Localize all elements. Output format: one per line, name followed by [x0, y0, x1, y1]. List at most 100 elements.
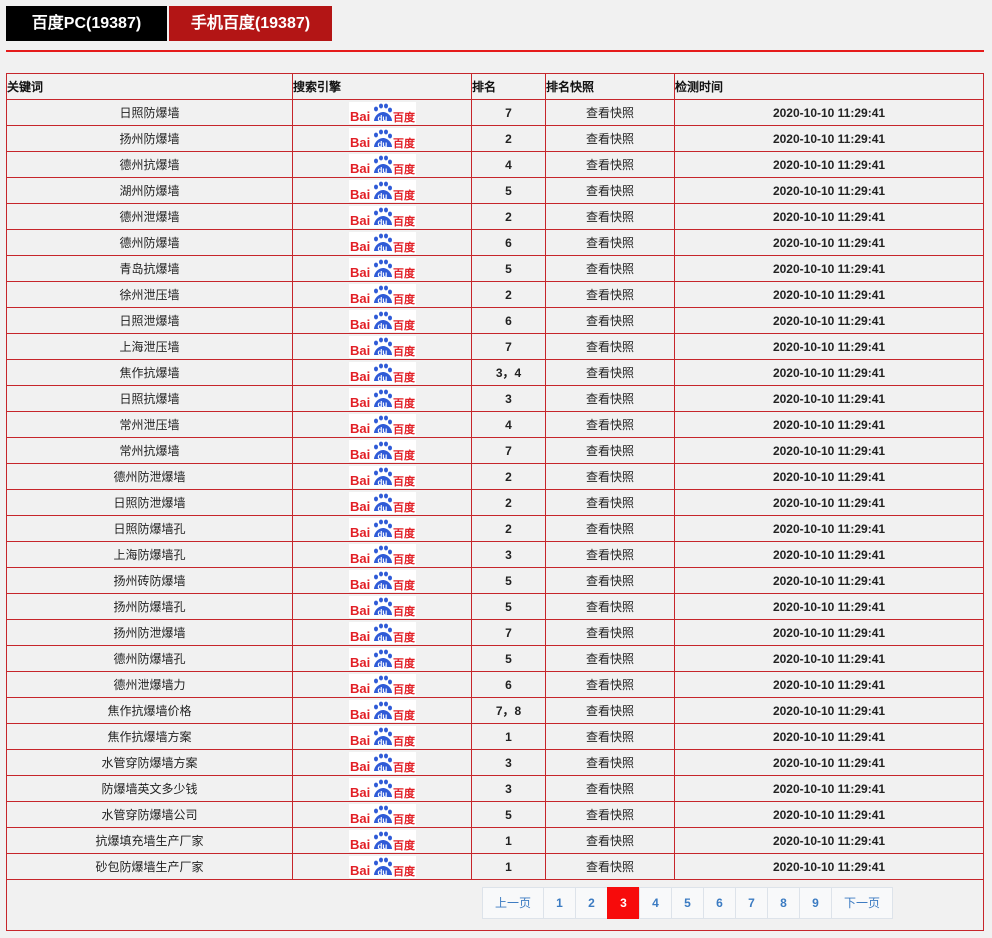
- snapshot-link[interactable]: 查看快照: [545, 541, 675, 568]
- engine-cell: Bai du 百度: [292, 281, 472, 308]
- keyword-cell: 砂包防爆墙生产厂家: [6, 853, 293, 880]
- snapshot-link[interactable]: 查看快照: [545, 853, 675, 880]
- snapshot-link[interactable]: 查看快照: [545, 307, 675, 334]
- rank-cell: 5: [471, 645, 546, 672]
- snapshot-link[interactable]: 查看快照: [545, 801, 675, 828]
- snapshot-link[interactable]: 查看快照: [545, 827, 675, 854]
- svg-text:du: du: [377, 816, 387, 825]
- snapshot-link[interactable]: 查看快照: [545, 671, 675, 698]
- snapshot-link[interactable]: 查看快照: [545, 411, 675, 438]
- page-4-button[interactable]: 4: [639, 887, 672, 919]
- engine-cell: Bai du 百度: [292, 567, 472, 594]
- prev-page-button[interactable]: 上一页: [482, 887, 544, 919]
- snapshot-link[interactable]: 查看快照: [545, 177, 675, 204]
- keyword-cell: 焦作抗爆墙方案: [6, 723, 293, 750]
- page-5-button[interactable]: 5: [671, 887, 704, 919]
- time-cell: 2020-10-10 11:29:41: [674, 593, 984, 620]
- tab-baidu-mobile[interactable]: 手机百度(19387): [169, 6, 332, 41]
- svg-text:du: du: [377, 270, 387, 279]
- baidu-logo: Bai du 百度: [348, 361, 416, 384]
- snapshot-link[interactable]: 查看快照: [545, 203, 675, 230]
- time-cell: 2020-10-10 11:29:41: [674, 853, 984, 880]
- snapshot-link[interactable]: 查看快照: [545, 151, 675, 178]
- snapshot-link[interactable]: 查看快照: [545, 515, 675, 542]
- svg-text:Bai: Bai: [350, 551, 370, 566]
- svg-text:百度: 百度: [393, 526, 416, 540]
- snapshot-link[interactable]: 查看快照: [545, 463, 675, 490]
- page-9-button[interactable]: 9: [799, 887, 832, 919]
- page-2-button[interactable]: 2: [575, 887, 608, 919]
- time-cell: 2020-10-10 11:29:41: [674, 99, 984, 126]
- tab-baidu-pc[interactable]: 百度PC(19387): [6, 6, 167, 41]
- engine-cell: Bai du 百度: [292, 463, 472, 490]
- keyword-cell: 日照抗爆墙: [6, 385, 293, 412]
- svg-text:du: du: [377, 322, 387, 331]
- snapshot-link[interactable]: 查看快照: [545, 437, 675, 464]
- svg-text:du: du: [377, 556, 387, 565]
- engine-cell: Bai du 百度: [292, 853, 472, 880]
- svg-text:百度: 百度: [393, 474, 416, 488]
- table-row: 日照防泄爆墙 Bai du 百度 2 查看快照 2020-10-10 11:29:41: [6, 489, 984, 516]
- svg-text:du: du: [377, 660, 387, 669]
- next-page-button[interactable]: 下一页: [831, 887, 893, 919]
- rank-cell: 2: [471, 203, 546, 230]
- svg-text:du: du: [377, 140, 387, 149]
- svg-text:百度: 百度: [393, 708, 416, 722]
- time-cell: 2020-10-10 11:29:41: [674, 281, 984, 308]
- snapshot-link[interactable]: 查看快照: [545, 333, 675, 360]
- snapshot-link[interactable]: 查看快照: [545, 489, 675, 516]
- engine-cell: Bai du 百度: [292, 307, 472, 334]
- table-row: 防爆墙英文多少钱 Bai du 百度 3 查看快照 2020-10-10 11:29:41: [6, 775, 984, 802]
- svg-text:百度: 百度: [393, 630, 416, 644]
- snapshot-link[interactable]: 查看快照: [545, 723, 675, 750]
- baidu-logo: Bai du 百度: [348, 777, 416, 800]
- snapshot-link[interactable]: 查看快照: [545, 593, 675, 620]
- engine-cell: Bai du 百度: [292, 593, 472, 620]
- snapshot-link[interactable]: 查看快照: [545, 125, 675, 152]
- rank-cell: 7: [471, 333, 546, 360]
- snapshot-link[interactable]: 查看快照: [545, 229, 675, 256]
- engine-cell: Bai du 百度: [292, 411, 472, 438]
- snapshot-link[interactable]: 查看快照: [545, 567, 675, 594]
- page-6-button[interactable]: 6: [703, 887, 736, 919]
- engine-cell: Bai du 百度: [292, 541, 472, 568]
- snapshot-link[interactable]: 查看快照: [545, 645, 675, 672]
- engine-cell: Bai du 百度: [292, 671, 472, 698]
- snapshot-link[interactable]: 查看快照: [545, 281, 675, 308]
- baidu-logo: Bai du 百度: [348, 231, 416, 254]
- svg-text:Bai: Bai: [350, 785, 370, 800]
- divider: [6, 50, 984, 52]
- snapshot-link[interactable]: 查看快照: [545, 749, 675, 776]
- snapshot-link[interactable]: 查看快照: [545, 385, 675, 412]
- page-8-button[interactable]: 8: [767, 887, 800, 919]
- time-cell: 2020-10-10 11:29:41: [674, 619, 984, 646]
- table-row: 徐州泄压墙 Bai du 百度 2 查看快照 2020-10-10 11:29:41: [6, 281, 984, 308]
- rank-cell: 7: [471, 619, 546, 646]
- keyword-cell: 日照防泄爆墙: [6, 489, 293, 516]
- snapshot-link[interactable]: 查看快照: [545, 99, 675, 126]
- baidu-logo: Bai du 百度: [348, 465, 416, 488]
- snapshot-link[interactable]: 查看快照: [545, 775, 675, 802]
- svg-text:du: du: [377, 634, 387, 643]
- rank-cell: 5: [471, 567, 546, 594]
- page-1-button[interactable]: 1: [543, 887, 576, 919]
- rank-cell: 3，4: [471, 359, 546, 386]
- svg-text:Bai: Bai: [350, 759, 370, 774]
- snapshot-link[interactable]: 查看快照: [545, 697, 675, 724]
- table-row: 水管穿防爆墙方案 Bai du 百度 3 查看快照 2020-10-10 11:29:41: [6, 749, 984, 776]
- page-7-button[interactable]: 7: [735, 887, 768, 919]
- snapshot-link[interactable]: 查看快照: [545, 359, 675, 386]
- baidu-logo: Bai du 百度: [348, 673, 416, 696]
- page-3-button[interactable]: 3: [607, 887, 640, 919]
- table-row: 焦作抗爆墙价格 Bai du 百度 7，8 查看快照 2020-10-10 11:29:41: [6, 697, 984, 724]
- table-row: 青岛抗爆墙 Bai du 百度 5 查看快照 2020-10-10 11:29:41: [6, 255, 984, 282]
- svg-text:du: du: [377, 166, 387, 175]
- snapshot-link[interactable]: 查看快照: [545, 619, 675, 646]
- snapshot-link[interactable]: 查看快照: [545, 255, 675, 282]
- rank-cell: 4: [471, 411, 546, 438]
- svg-text:du: du: [377, 842, 387, 851]
- svg-text:du: du: [377, 530, 387, 539]
- time-cell: 2020-10-10 11:29:41: [674, 177, 984, 204]
- pagination: 上一页 1 2 3 4 5 6 7 8 9 下一页: [482, 887, 893, 919]
- table-row: 德州抗爆墙 Bai du 百度 4 查看快照 2020-10-10 11:29:41: [6, 151, 984, 178]
